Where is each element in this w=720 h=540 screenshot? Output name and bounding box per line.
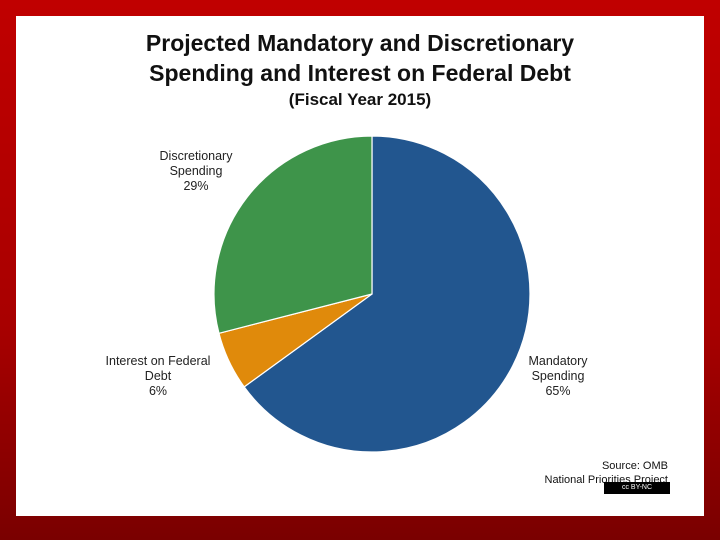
slice-label-0: Mandatory Spending 65% [528,354,588,398]
chart-title-line1: Projected Mandatory and Discretionary [145,30,575,56]
slide: Projected Mandatory and Discretionary Sp… [16,16,704,516]
source-line1: Source: OMB [601,460,668,472]
chart-title-line2: Spending and Interest on Federal Debt [149,60,571,86]
slice-label-1: Interest on Federal Debt 6% [106,354,211,398]
license-badge: cc BY-NC [604,482,670,494]
pie-slice-2 [213,135,373,335]
slice-label-2: Discretionary Spending 29% [160,149,234,193]
pie-chart: Mandatory Spending 65% Interest on Federal D… [106,135,588,453]
chart-subtitle: (Fiscal Year 2015) [288,90,432,109]
pie-slice-0 [243,135,531,453]
